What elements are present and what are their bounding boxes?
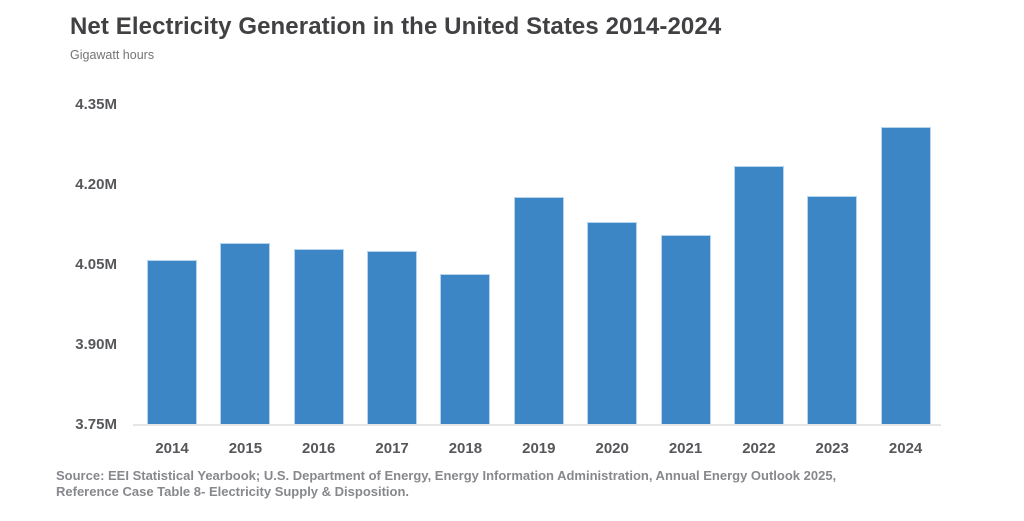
source-line-2: Reference Case Table 8- Electricity Supp… — [56, 484, 410, 499]
x-axis-label-2016: 2016 — [302, 440, 336, 457]
x-axis-label-2014: 2014 — [155, 440, 189, 457]
y-axis-label-4.20M: 4.20M — [75, 176, 117, 193]
y-axis-label-4.35M: 4.35M — [75, 96, 117, 113]
bar-2018[interactable] — [440, 274, 491, 425]
x-axis-line — [133, 424, 941, 426]
x-axis-label-2019: 2019 — [522, 440, 556, 457]
x-axis-label-2021: 2021 — [668, 440, 703, 457]
y-axis-label-4.05M: 4.05M — [75, 256, 117, 273]
x-axis-label-2022: 2022 — [742, 440, 776, 457]
y-axis-label-3.90M: 3.90M — [75, 336, 117, 353]
bar-2020[interactable] — [587, 221, 638, 425]
x-axis-label-2017: 2017 — [375, 440, 409, 457]
bar-2014[interactable] — [147, 260, 197, 425]
source-line-1: Source: EEI Statistical Yearbook; U.S. D… — [56, 468, 837, 483]
chart-subtitle: Gigawatt hours — [70, 48, 155, 62]
bar-2021[interactable] — [660, 235, 711, 425]
x-axis-label-2015: 2015 — [228, 440, 263, 457]
x-axis-label-2018: 2018 — [448, 440, 483, 457]
x-axis-label-2020: 2020 — [595, 440, 629, 457]
chart-title: Net Electricity Generation in the United… — [70, 13, 722, 40]
x-axis-label-2023: 2023 — [815, 440, 849, 457]
bar-2022[interactable] — [733, 165, 784, 425]
bar-2019[interactable] — [513, 196, 564, 425]
bar-2017[interactable] — [367, 251, 418, 425]
x-axis-label-2024: 2024 — [888, 440, 923, 457]
bar-2024[interactable] — [880, 126, 931, 425]
bar-2023[interactable] — [807, 196, 858, 425]
bar-2016[interactable] — [293, 249, 344, 425]
plot-area — [133, 105, 941, 425]
y-axis-label-3.75M: 3.75M — [75, 416, 117, 433]
source-note: Source: EEI Statistical Yearbook; U.S. D… — [56, 468, 836, 500]
bar-2015[interactable] — [220, 243, 271, 425]
